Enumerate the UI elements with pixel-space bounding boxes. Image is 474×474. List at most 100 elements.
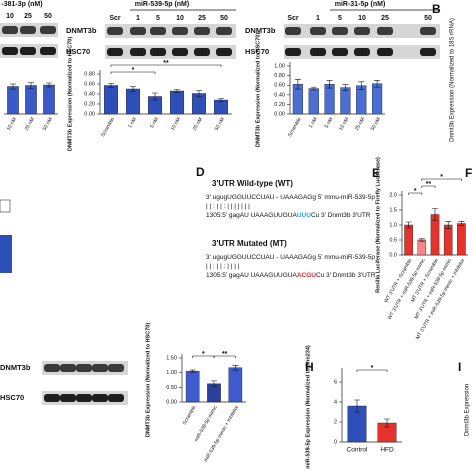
- sequence-part: | | : | | : | | | | | | |: [206, 203, 250, 210]
- blot-header: -381-3p (nM): [1, 1, 42, 8]
- y-tick-label: 0.00: [84, 111, 95, 117]
- x-tick-label: 25 nM: [192, 117, 204, 132]
- blot-band: [108, 364, 124, 372]
- bar: [185, 371, 200, 403]
- row-label: HSC70: [66, 47, 90, 56]
- significance-bracket: [110, 71, 156, 74]
- y-axis-label: Renilla Luciferase (Normalized to Firefl…: [375, 157, 381, 293]
- x-tick-label: 25 nM: [24, 117, 36, 132]
- significance-bracket: [110, 64, 222, 67]
- sequence-part: 3' ugugUGGUUCCUAU - UAAAGAGg 5' mmu-miR-…: [206, 194, 375, 201]
- axis-label: Dnmt3b Expression (Normalized to 18S rRN…: [450, 18, 456, 142]
- y-tick-label: 1.50: [166, 355, 177, 361]
- y-tick-label: 0.40: [84, 91, 95, 97]
- error-bar: [374, 80, 381, 88]
- y-tick-label: 0.80: [274, 73, 285, 79]
- axis-label: Dnmt3b Expression: [465, 384, 471, 436]
- blot-band: [194, 27, 210, 35]
- x-tick-label: 5 nM: [149, 117, 160, 130]
- error-bar: [211, 380, 217, 388]
- panel-label: E: [372, 166, 380, 180]
- panel-label: B: [432, 2, 441, 16]
- error-bar: [405, 221, 412, 229]
- sequence-line: | | : | | : | | | |: [206, 263, 240, 270]
- error-bar: [232, 365, 239, 371]
- sequence-line: 3' ugugUGGUUCCUAU - UAAAGAGg 5' mmu-miR-…: [206, 194, 375, 201]
- y-tick-label: 0: [334, 439, 337, 445]
- significance-label: *: [440, 174, 443, 181]
- sequence-line: 3' ugugUGGUUCCUAU - UAAAGAGg 5' mmu-miR-…: [206, 254, 375, 261]
- blot-band: [92, 364, 108, 372]
- y-tick-label: 0.00: [166, 399, 177, 405]
- bar: [228, 367, 243, 403]
- error-bar: [189, 369, 196, 373]
- x-tick-label: 5 nM: [324, 117, 335, 130]
- significance-label: **: [163, 60, 169, 67]
- row-label: HSC70: [245, 47, 269, 56]
- sequence-part: Cu 3' Dnmt3b 3'UTR: [311, 212, 371, 219]
- error-bar: [28, 82, 34, 89]
- y-tick-label: 1.00: [166, 370, 177, 376]
- bar: [457, 223, 466, 256]
- blot-band: [172, 27, 188, 35]
- sequence-part: UUU: [297, 212, 311, 219]
- significance-label: **: [222, 351, 228, 358]
- x-tick-label: 50 nM: [214, 117, 226, 132]
- x-tick-label: 10 nM: [6, 117, 18, 132]
- bar: [169, 90, 185, 115]
- x-tick-label: 50 nM: [370, 117, 382, 132]
- x-tick-label: Control: [347, 447, 369, 454]
- lane-label: 25: [24, 13, 32, 20]
- sequence-part: ACGU: [297, 272, 316, 279]
- panel-label: F: [465, 166, 472, 180]
- error-bar: [384, 418, 390, 428]
- lane-label: Scr: [109, 15, 121, 22]
- sequence-part: 3' ugugUGGUUCCUAU - UAAAGAGg 5' mmu-miR-…: [206, 254, 375, 261]
- x-tick-label: 10 nM: [338, 117, 350, 132]
- blot-band: [285, 27, 301, 35]
- panel-label: I: [458, 360, 461, 374]
- error-bar: [354, 399, 360, 413]
- blot-band: [216, 48, 232, 56]
- error-bar: [196, 90, 202, 97]
- blot-band: [332, 48, 348, 56]
- y-axis-label: DNMT3b Expression (Normalized to HSC70): [67, 37, 73, 151]
- x-tick-label: Scramble: [100, 116, 116, 137]
- blot-band: [20, 47, 36, 55]
- lane-label: 1: [136, 15, 140, 22]
- blot-band: [172, 48, 188, 56]
- blot-band: [420, 48, 436, 56]
- blot-band: [44, 394, 60, 402]
- bar: [356, 85, 367, 115]
- blot-band: [194, 48, 210, 56]
- error-bar: [174, 89, 180, 93]
- blot-band: [354, 48, 370, 56]
- blot-band: [150, 27, 166, 35]
- lane-label: Scr: [287, 15, 299, 22]
- sequence-part: 1305:5' gagAU UAAAGUUGUA: [206, 212, 298, 219]
- blot-band: [377, 48, 393, 56]
- lane-label: 5: [156, 15, 160, 22]
- x-tick-label: 25 nM: [354, 117, 366, 132]
- blot-band: [108, 394, 124, 402]
- bar: [213, 99, 229, 115]
- y-tick-label: 0.40: [274, 92, 285, 98]
- error-bar: [108, 83, 114, 88]
- y-tick-label: 0.60: [84, 81, 95, 87]
- sequence-line: 1305:5' gagAU UAAAGUUGUAUUUCu 3' Dnmt3b …: [206, 212, 371, 219]
- sequence-title: 3'UTR Mutated (MT): [212, 239, 287, 248]
- y-tick-label: 1.00: [274, 63, 285, 69]
- row-label: HSC70: [0, 393, 24, 402]
- blot-band: [60, 394, 76, 402]
- error-bar: [458, 221, 465, 226]
- significance-bracket: [421, 185, 436, 188]
- blot-band: [76, 394, 92, 402]
- error-bar: [310, 86, 317, 91]
- blot-band: [44, 364, 60, 372]
- y-tick-label: 6: [334, 379, 337, 385]
- lane-label: 1: [316, 15, 320, 22]
- error-bar: [218, 98, 224, 102]
- y-tick-label: 0.00: [274, 111, 285, 117]
- lane-label: 25: [198, 15, 206, 22]
